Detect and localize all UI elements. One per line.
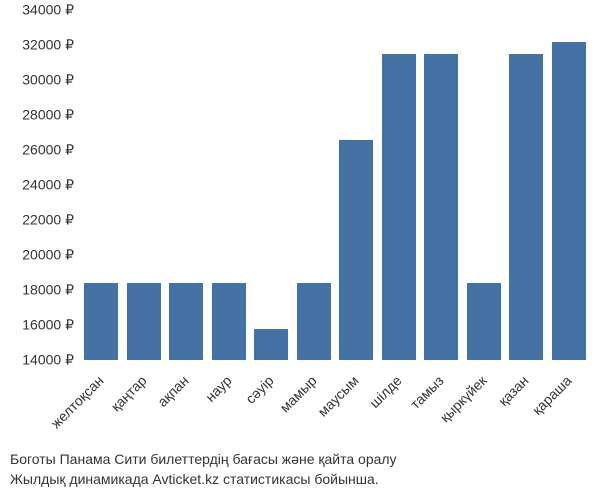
bar xyxy=(509,54,543,360)
caption-line-1: Боготы Панама Сити билеттердің бағасы жә… xyxy=(10,450,590,470)
y-tick-label: 32000 ₽ xyxy=(22,37,74,54)
bar xyxy=(552,42,586,361)
y-tick-label: 34000 ₽ xyxy=(22,2,74,19)
x-tick-label: қазан xyxy=(450,372,532,454)
plot-area xyxy=(80,10,590,360)
bar xyxy=(339,140,373,361)
bar xyxy=(254,329,288,361)
bar xyxy=(297,283,331,360)
x-tick-label: қараша xyxy=(492,372,574,454)
y-tick-label: 14000 ₽ xyxy=(22,352,74,369)
x-tick-label: қыркүйек xyxy=(407,372,489,454)
y-axis: 14000 ₽16000 ₽18000 ₽20000 ₽22000 ₽24000… xyxy=(0,10,78,360)
x-tick-label: желтоқсан xyxy=(25,372,107,454)
y-tick-label: 18000 ₽ xyxy=(22,282,74,299)
bar xyxy=(424,54,458,360)
x-tick-label: маусым xyxy=(280,372,362,454)
x-tick-label: сәуір xyxy=(195,372,277,454)
bar xyxy=(212,283,246,360)
y-tick-label: 22000 ₽ xyxy=(22,212,74,229)
x-tick-label: мамыр xyxy=(237,372,319,454)
x-tick-label: тамыз xyxy=(365,372,447,454)
bar xyxy=(84,283,118,360)
x-axis: желтоқсанқаңтарақпаннаурсәуірмамырмаусым… xyxy=(80,362,590,442)
y-tick-label: 24000 ₽ xyxy=(22,177,74,194)
y-tick-label: 20000 ₽ xyxy=(22,247,74,264)
y-tick-label: 30000 ₽ xyxy=(22,72,74,89)
bar xyxy=(169,283,203,360)
bar-chart xyxy=(80,10,590,360)
bar xyxy=(467,283,501,360)
x-tick-label: қаңтар xyxy=(67,372,149,454)
x-tick-label: шілде xyxy=(322,372,404,454)
chart-caption: Боготы Панама Сити билеттердің бағасы жә… xyxy=(10,450,590,489)
y-tick-label: 16000 ₽ xyxy=(22,317,74,334)
y-tick-label: 28000 ₽ xyxy=(22,107,74,124)
bar xyxy=(127,283,161,360)
bar xyxy=(382,54,416,360)
x-tick-label: ақпан xyxy=(110,372,192,454)
caption-line-2: Жылдық динамикада Avticket.kz статистика… xyxy=(10,470,590,490)
y-tick-label: 26000 ₽ xyxy=(22,142,74,159)
x-tick-label: наур xyxy=(152,372,234,454)
